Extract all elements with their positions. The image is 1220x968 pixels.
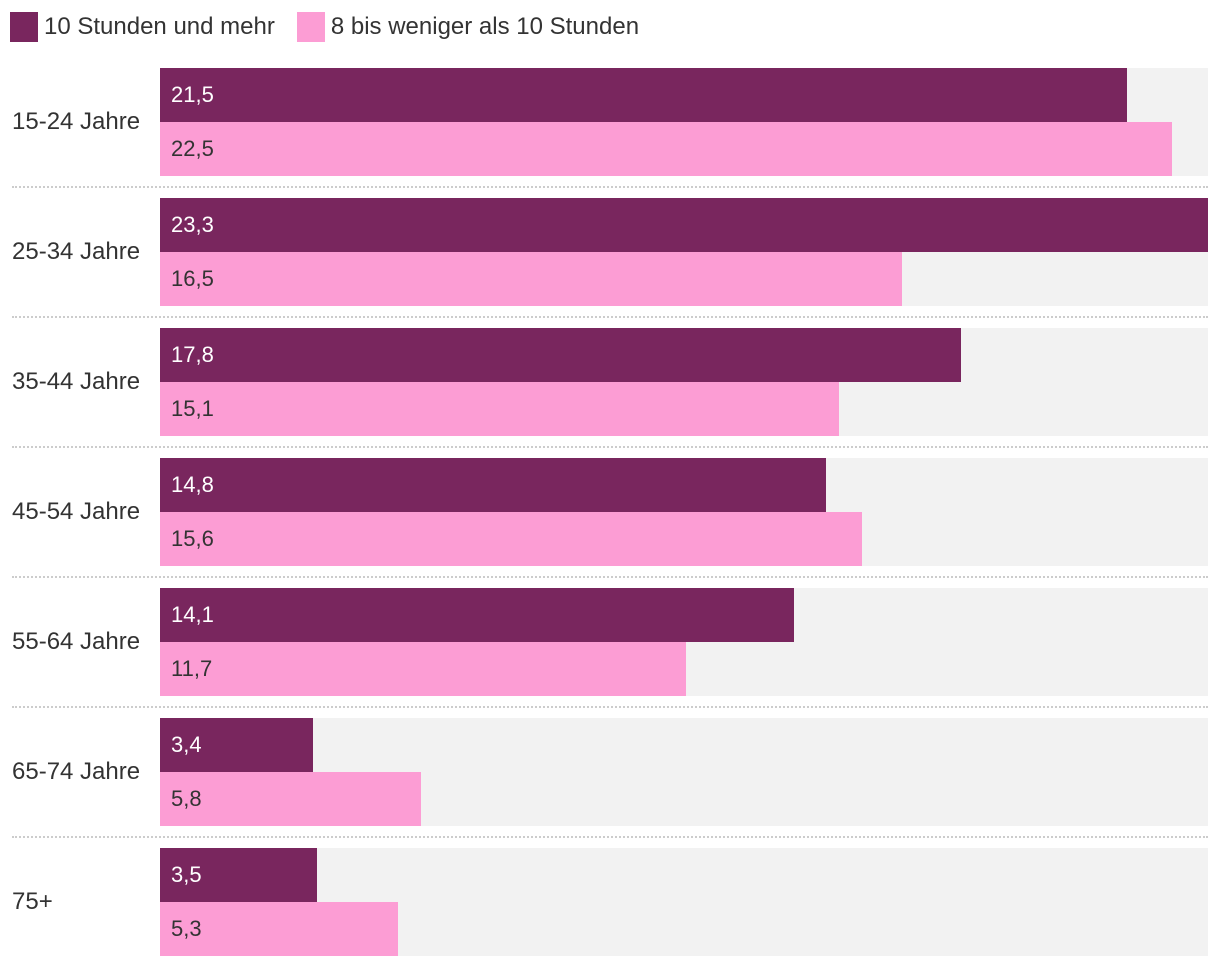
bar-value-label: 11,7 bbox=[171, 656, 213, 681]
category-label: 45-54 Jahre bbox=[12, 498, 141, 525]
category-label: 15-24 Jahre bbox=[12, 108, 141, 135]
bar-value-label: 15,1 bbox=[171, 396, 214, 421]
bar-value-label: 17,8 bbox=[171, 342, 214, 367]
category-label: 35-44 Jahre bbox=[12, 368, 141, 395]
legend-label: 8 bis weniger als 10 Stunden bbox=[330, 13, 640, 40]
category-group: 35-44 Jahre 17,8 15,1 bbox=[0, 328, 1220, 436]
bar-value-label: 14,8 bbox=[171, 472, 214, 497]
group-divider bbox=[12, 316, 1208, 318]
legend-label: 10 Stunden und mehr bbox=[44, 13, 275, 40]
legend-item: 10 Stunden und mehr bbox=[10, 12, 275, 42]
bar bbox=[160, 718, 313, 772]
bar-track: 3,5 5,3 bbox=[160, 848, 1208, 956]
bar-track: 14,1 11,7 bbox=[160, 588, 1208, 696]
bar bbox=[160, 68, 1127, 122]
group-divider bbox=[12, 836, 1208, 838]
category-label: 25-34 Jahre bbox=[12, 238, 141, 265]
category-group: 25-34 Jahre 23,3 16,5 bbox=[0, 198, 1220, 306]
legend-swatch bbox=[10, 12, 38, 42]
bar bbox=[160, 198, 1208, 252]
category-group: 65-74 Jahre 3,4 5,8 bbox=[0, 718, 1220, 826]
bar bbox=[160, 848, 317, 902]
bar bbox=[160, 512, 862, 566]
bar bbox=[160, 772, 421, 826]
category-group: 45-54 Jahre 14,8 15,6 bbox=[0, 458, 1220, 566]
bar-value-label: 14,1 bbox=[171, 602, 214, 627]
chart-legend: 10 Stunden und mehr 8 bis weniger als 10 … bbox=[10, 11, 661, 43]
bar-value-label: 15,6 bbox=[171, 526, 214, 551]
bar bbox=[160, 122, 1172, 176]
bar bbox=[160, 252, 902, 306]
bar bbox=[160, 902, 398, 956]
bar-track: 21,5 22,5 bbox=[160, 68, 1208, 176]
group-divider bbox=[12, 706, 1208, 708]
legend-swatch bbox=[296, 12, 325, 42]
group-divider bbox=[12, 576, 1208, 578]
group-divider bbox=[12, 186, 1208, 188]
bar-value-label: 3,5 bbox=[171, 862, 202, 887]
group-divider bbox=[12, 446, 1208, 448]
category-label: 55-64 Jahre bbox=[12, 628, 141, 655]
bar bbox=[160, 382, 839, 436]
bar-value-label: 3,4 bbox=[171, 732, 202, 757]
category-label: 75+ bbox=[12, 888, 53, 915]
bar-track: 14,8 15,6 bbox=[160, 458, 1208, 566]
category-group: 75+ 3,5 5,3 bbox=[0, 848, 1220, 956]
bar-value-label: 16,5 bbox=[171, 266, 214, 291]
bar-value-label: 22,5 bbox=[171, 136, 214, 161]
category-label: 65-74 Jahre bbox=[12, 758, 141, 785]
category-group: 55-64 Jahre 14,1 11,7 bbox=[0, 588, 1220, 696]
bar bbox=[160, 328, 961, 382]
bar bbox=[160, 458, 826, 512]
bar-track: 23,3 16,5 bbox=[160, 198, 1208, 306]
bar bbox=[160, 642, 686, 696]
bar-value-label: 21,5 bbox=[171, 82, 214, 107]
bar-value-label: 5,3 bbox=[171, 916, 202, 941]
bar-track: 17,8 15,1 bbox=[160, 328, 1208, 436]
bar-value-label: 23,3 bbox=[171, 212, 214, 237]
bar bbox=[160, 588, 794, 642]
category-group: 15-24 Jahre 21,5 22,5 bbox=[0, 68, 1220, 176]
bar-track: 3,4 5,8 bbox=[160, 718, 1208, 826]
bar-value-label: 5,8 bbox=[171, 786, 202, 811]
legend-item: 8 bis weniger als 10 Stunden bbox=[296, 12, 640, 42]
